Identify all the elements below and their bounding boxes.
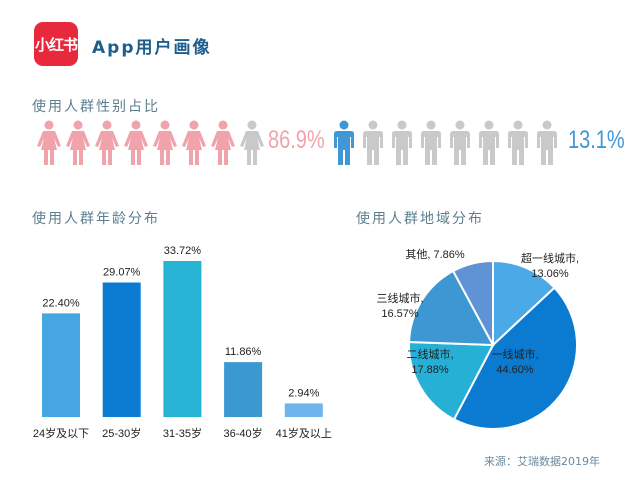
region-pie-slice bbox=[451, 259, 494, 346]
region-slice-label: 超一线城市, 13.06% bbox=[521, 251, 579, 280]
male-person-icon bbox=[392, 120, 412, 165]
age-bar-value-label: 22.40% bbox=[42, 297, 80, 309]
region-slice-label: 二线城市, 17.88% bbox=[406, 347, 453, 376]
source-note: 来源：艾瑞数据2019年 bbox=[484, 455, 600, 468]
age-category-label: 24岁及以下 bbox=[33, 426, 89, 440]
age-category-label: 36-40岁 bbox=[224, 426, 263, 440]
male-person-icon bbox=[450, 120, 470, 165]
female-person-icon bbox=[66, 120, 90, 165]
female-percent: 86.9% bbox=[268, 126, 325, 154]
region-slice-label: 其他, 7.86% bbox=[405, 248, 465, 261]
age-bar bbox=[163, 261, 202, 417]
age-bar-value-label: 2.94% bbox=[288, 387, 319, 399]
age-bar-chart: 22.40% 24岁及以下 29.07% 25-30岁 33.72% 31-35岁 11.8… bbox=[33, 245, 332, 440]
age-bar bbox=[284, 403, 323, 417]
region-pie-slice bbox=[408, 340, 495, 421]
age-category-label: 41岁及以上 bbox=[276, 426, 332, 440]
region-pie-slice bbox=[452, 286, 578, 430]
xiaohongshu-logo: 小红书 bbox=[34, 22, 78, 66]
age-category-label: 25-30岁 bbox=[102, 426, 141, 440]
age-category-label: 31-35岁 bbox=[163, 426, 202, 440]
female-person-icon bbox=[124, 120, 148, 165]
region-pie-slice bbox=[492, 259, 556, 348]
female-person-icon bbox=[37, 120, 61, 165]
male-icons bbox=[331, 120, 560, 166]
age-bar bbox=[42, 313, 80, 417]
male-percent: 13.1% bbox=[568, 126, 625, 154]
age-bar bbox=[224, 362, 263, 417]
male-person-icon bbox=[537, 120, 557, 165]
page-title: App用户画像 bbox=[92, 38, 212, 58]
age-bar-value-label: 29.07% bbox=[103, 267, 141, 279]
female-person-icon bbox=[240, 120, 264, 165]
male-person-icon bbox=[334, 120, 354, 165]
gender-section-title: 使用人群性别占比 bbox=[32, 99, 160, 115]
age-chart-title: 使用人群年龄分布 bbox=[32, 211, 160, 227]
female-person-icon bbox=[95, 120, 119, 165]
male-person-icon bbox=[508, 120, 528, 165]
age-bar bbox=[102, 282, 141, 417]
female-icons bbox=[36, 120, 265, 166]
region-pie-slice bbox=[408, 269, 495, 347]
female-person-icon bbox=[182, 120, 206, 165]
male-person-icon bbox=[421, 120, 441, 165]
region-pie-chart: 超一线城市, 13.06% 一线城市, 44.60% 二线城市, 17.88% 三线城市, 1… bbox=[376, 248, 579, 430]
female-person-icon bbox=[153, 120, 177, 165]
male-person-icon bbox=[479, 120, 499, 165]
age-bar-value-label: 11.86% bbox=[225, 346, 262, 358]
male-person-icon bbox=[363, 120, 383, 165]
region-chart-title: 使用人群地域分布 bbox=[356, 211, 484, 227]
age-bar-value-label: 33.72% bbox=[164, 245, 202, 257]
female-person-icon bbox=[211, 120, 235, 165]
region-slice-label: 一线城市, 44.60% bbox=[491, 347, 538, 376]
region-slice-label: 三线城市, 16.57% bbox=[376, 291, 423, 320]
